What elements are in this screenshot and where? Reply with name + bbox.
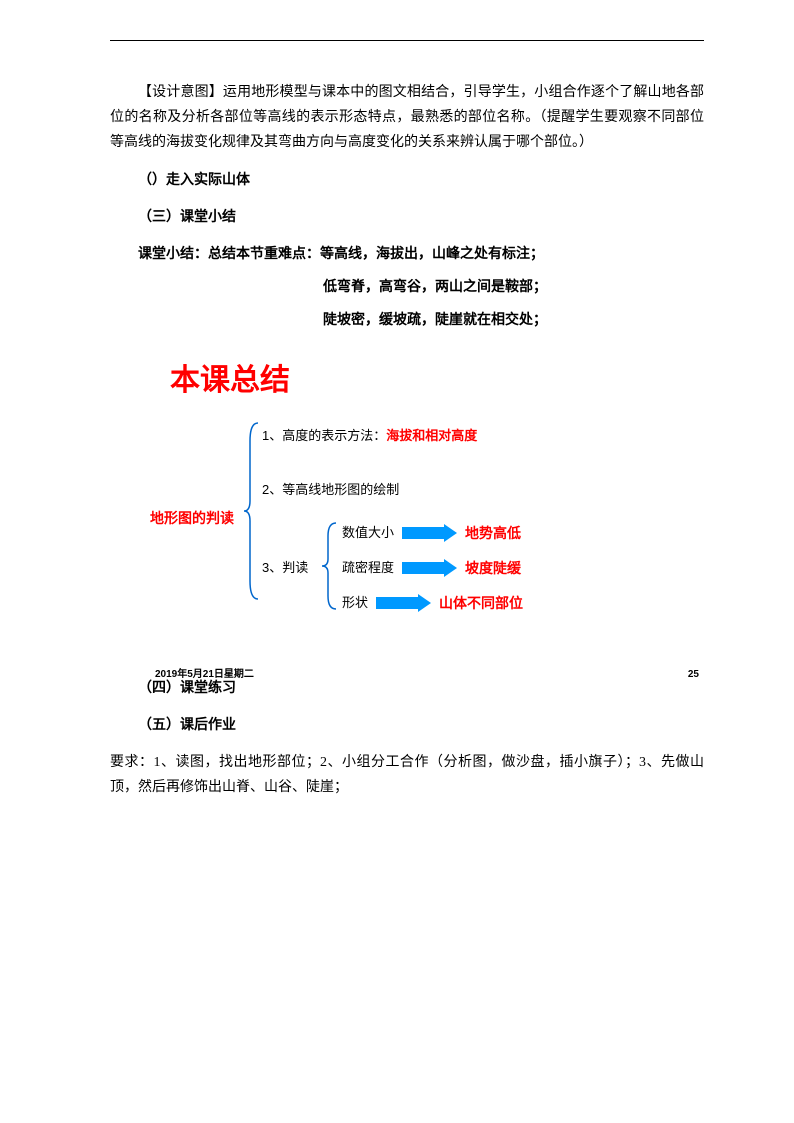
brace-main <box>242 421 260 601</box>
sub2-result: 坡度陡缓 <box>465 556 521 581</box>
arrow-icon <box>402 559 457 577</box>
arrow-icon <box>376 594 431 612</box>
diagram-item-1: 1、高度的表示方法：海拔和相对高度 <box>262 424 477 447</box>
item1-prefix: 1、高度的表示方法： <box>262 428 386 443</box>
sub1-label: 数值大小 <box>342 521 394 544</box>
diagram-item-2: 2、等高线地形图的绘制 <box>262 478 399 501</box>
arrow-icon <box>402 524 457 542</box>
diagram-item-3: 3、判读 <box>262 556 308 579</box>
summary-line-2: 低弯脊，高弯谷，两山之间是鞍部； <box>110 275 704 300</box>
design-intent-para: 【设计意图】运用地形模型与课本中的图文相结合，引导学生，小组合作逐个了解山地各部… <box>110 80 704 156</box>
summary-line-1: 课堂小结：总结本节重难点：等高线，海拔出，山峰之处有标注； <box>110 242 704 267</box>
sub2-label: 疏密程度 <box>342 556 394 579</box>
homework-requirements: 要求：1、读图，找出地形部位；2、小组分工合作（分析图，做沙盘，插小旗子）；3、… <box>110 750 704 800</box>
item1-highlight: 海拔和相对高度 <box>386 428 477 443</box>
date-page-line: 2019年5月21日星期二 25 <box>150 666 704 684</box>
page-number: 25 <box>688 666 699 684</box>
sub-item-3: 形状 山体不同部位 <box>342 591 523 616</box>
sub3-result: 山体不同部位 <box>439 591 523 616</box>
diagram-title: 本课总结 <box>170 354 704 408</box>
sub-item-2: 疏密程度 坡度陡缓 <box>342 556 521 581</box>
diagram-root-label: 地形图的判读 <box>150 506 234 531</box>
summary-diagram: 本课总结 地形图的判读 1、高度的表示方法：海拔和相对高度 2、等高线地形图的绘… <box>150 354 704 664</box>
sub3-label: 形状 <box>342 591 368 614</box>
section-class-summary: （三）课堂小结 <box>110 205 704 230</box>
diagram-body: 地形图的判读 1、高度的表示方法：海拔和相对高度 2、等高线地形图的绘制 3、判… <box>150 416 704 616</box>
section-walk-into: （）走入实际山体 <box>110 168 704 193</box>
date-text: 2019年5月21日星期二 <box>155 666 254 684</box>
sub-item-1: 数值大小 地势高低 <box>342 521 521 546</box>
summary-line-3: 陡坡密，缓坡疏，陡崖就在相交处； <box>110 308 704 333</box>
section-homework: （五）课后作业 <box>110 713 704 738</box>
sub1-result: 地势高低 <box>465 521 521 546</box>
brace-sub <box>320 521 338 611</box>
